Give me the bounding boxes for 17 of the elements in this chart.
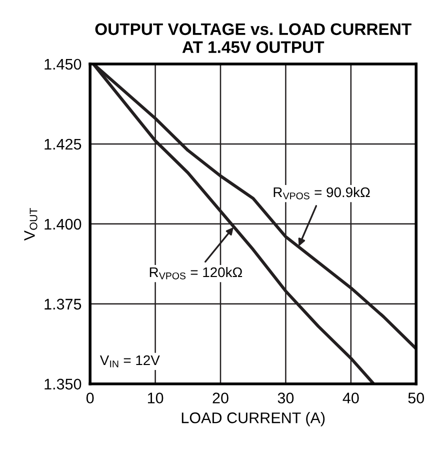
x-tick-label: 30 [278, 392, 294, 404]
y-tick-label: 1.375 [44, 298, 82, 310]
chart-title: OUTPUT VOLTAGE vs. LOAD CURRENT AT 1.45V OUTPUT [95, 23, 412, 54]
x-tick-label: 50 [408, 392, 424, 404]
x-axis-title: LOAD CURRENT (A) [182, 412, 325, 426]
annotation: V$_{IN}$ = 12V [100, 355, 160, 368]
x-tick-label: 20 [212, 392, 228, 404]
y-tick-label: 1.425 [44, 138, 82, 150]
annotation: R$_{VPOS}$ = 120kΩ [150, 266, 242, 280]
y-tick-label: 1.400 [44, 218, 82, 230]
y-tick-label: 1.450 [44, 58, 82, 70]
annotation: R$_{VPOS}$ = 90.9kΩ [274, 186, 370, 200]
x-tick-label: 10 [148, 392, 164, 404]
y-axis-title: V$_{OUT}$ [24, 208, 38, 241]
y-tick-label: 1.350 [44, 378, 82, 390]
x-tick-label: 0 [86, 392, 94, 404]
x-tick-label: 40 [342, 392, 359, 404]
